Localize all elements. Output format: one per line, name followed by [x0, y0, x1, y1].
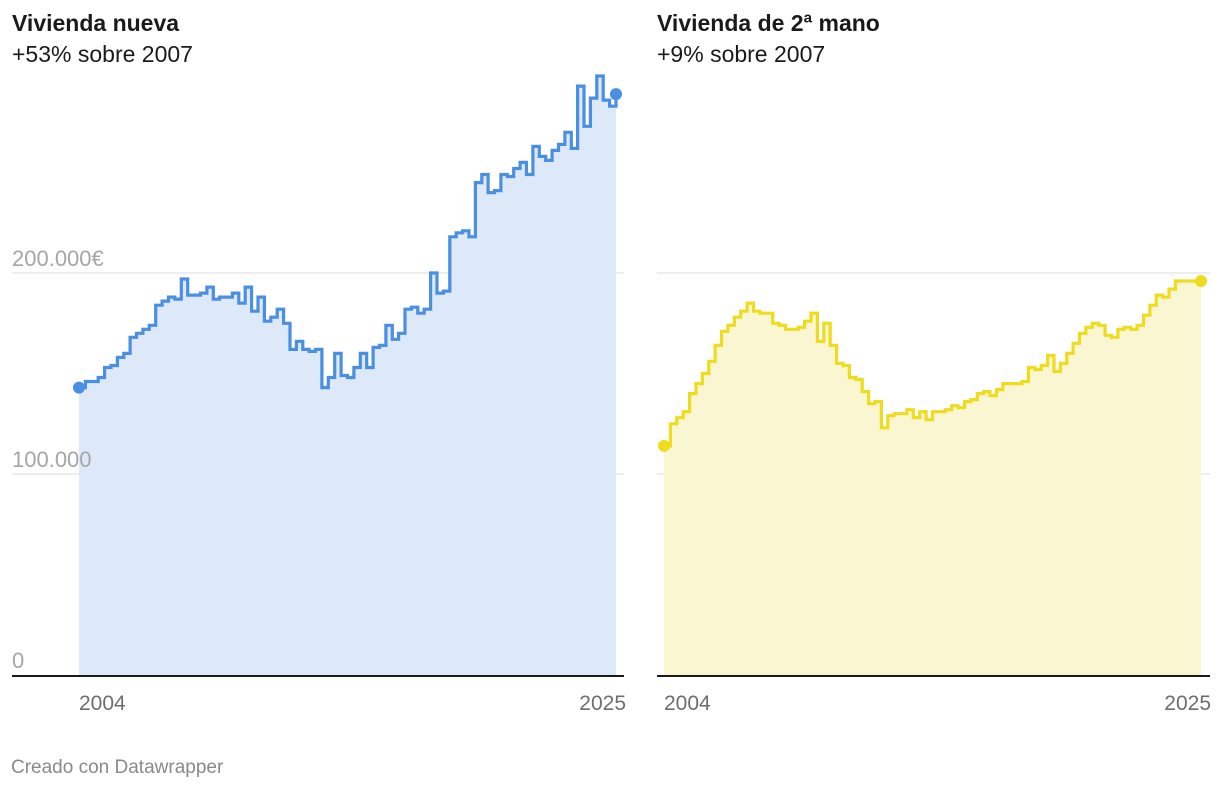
chart-subtitle: +9% sobre 2007 — [657, 41, 826, 67]
area-fill — [664, 281, 1201, 675]
credit-footer: Creado con Datawrapper — [11, 757, 224, 778]
series-line — [79, 74, 618, 390]
chart-subtitle: +53% sobre 2007 — [12, 41, 193, 67]
x-tick-label: 2004 — [79, 692, 126, 715]
x-tick-label: 2025 — [1164, 692, 1211, 715]
y-tick-label: 0 — [12, 648, 24, 673]
end-point — [610, 88, 622, 101]
y-tick-label: 100.000 — [12, 447, 92, 472]
end-point — [1195, 275, 1207, 288]
y-tick-label: 200.000€ — [12, 246, 104, 271]
x-tick-label: 2004 — [664, 692, 711, 715]
chart-title: Vivienda nueva — [12, 10, 180, 36]
start-point — [73, 381, 85, 394]
x-tick-label: 2025 — [579, 692, 626, 715]
series-line — [664, 279, 1201, 448]
chart-nueva-svg: 0 100.000 200.000€ 2004 2025 — [12, 74, 626, 715]
start-point — [658, 439, 670, 452]
chart-segunda-mano-svg: 2004 2025 — [657, 272, 1211, 715]
chart-title: Vivienda de 2ª mano — [657, 10, 880, 36]
